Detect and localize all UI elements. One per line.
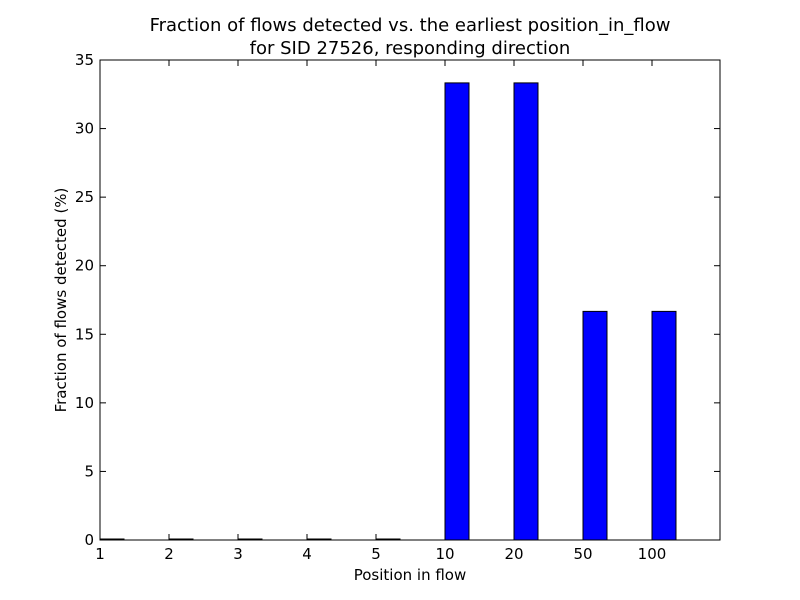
y-tick-label: 35 xyxy=(75,51,94,69)
x-tick-label: 5 xyxy=(371,545,381,563)
x-tick-label: 100 xyxy=(638,545,667,563)
chart-subtitle: for SID 27526, responding direction xyxy=(250,38,571,59)
x-tick-label: 3 xyxy=(233,545,243,563)
plot-frame xyxy=(99,59,721,541)
bar-10 xyxy=(444,82,470,541)
x-tick-label: 10 xyxy=(435,545,454,563)
y-tick-label: 0 xyxy=(84,531,94,549)
x-tick-label: 20 xyxy=(504,545,523,563)
y-tick-label: 5 xyxy=(84,462,94,480)
bars-layer xyxy=(99,82,677,541)
x-tick-label: 1 xyxy=(95,545,105,563)
y-tick-label: 15 xyxy=(75,325,94,343)
chart-title: Fraction of flows detected vs. the earli… xyxy=(150,15,671,36)
x-axis-ticks: 1 2 3 4 5 10 20 50 100 xyxy=(95,60,666,563)
y-tick-label: 25 xyxy=(75,188,94,206)
bar-20 xyxy=(513,82,539,541)
y-tick-label: 10 xyxy=(75,394,94,412)
y-axis-ticks: 0 5 10 15 20 25 30 35 xyxy=(75,51,720,549)
bar-100 xyxy=(651,310,677,541)
x-tick-label: 2 xyxy=(164,545,174,563)
bar-50 xyxy=(582,310,608,541)
y-tick-label: 20 xyxy=(75,257,94,275)
x-tick-label: 4 xyxy=(302,545,312,563)
y-tick-label: 30 xyxy=(75,120,94,138)
x-axis-label: Position in flow xyxy=(354,566,467,584)
x-tick-label: 50 xyxy=(573,545,592,563)
y-axis-label: Fraction of flows detected (%) xyxy=(52,188,70,413)
